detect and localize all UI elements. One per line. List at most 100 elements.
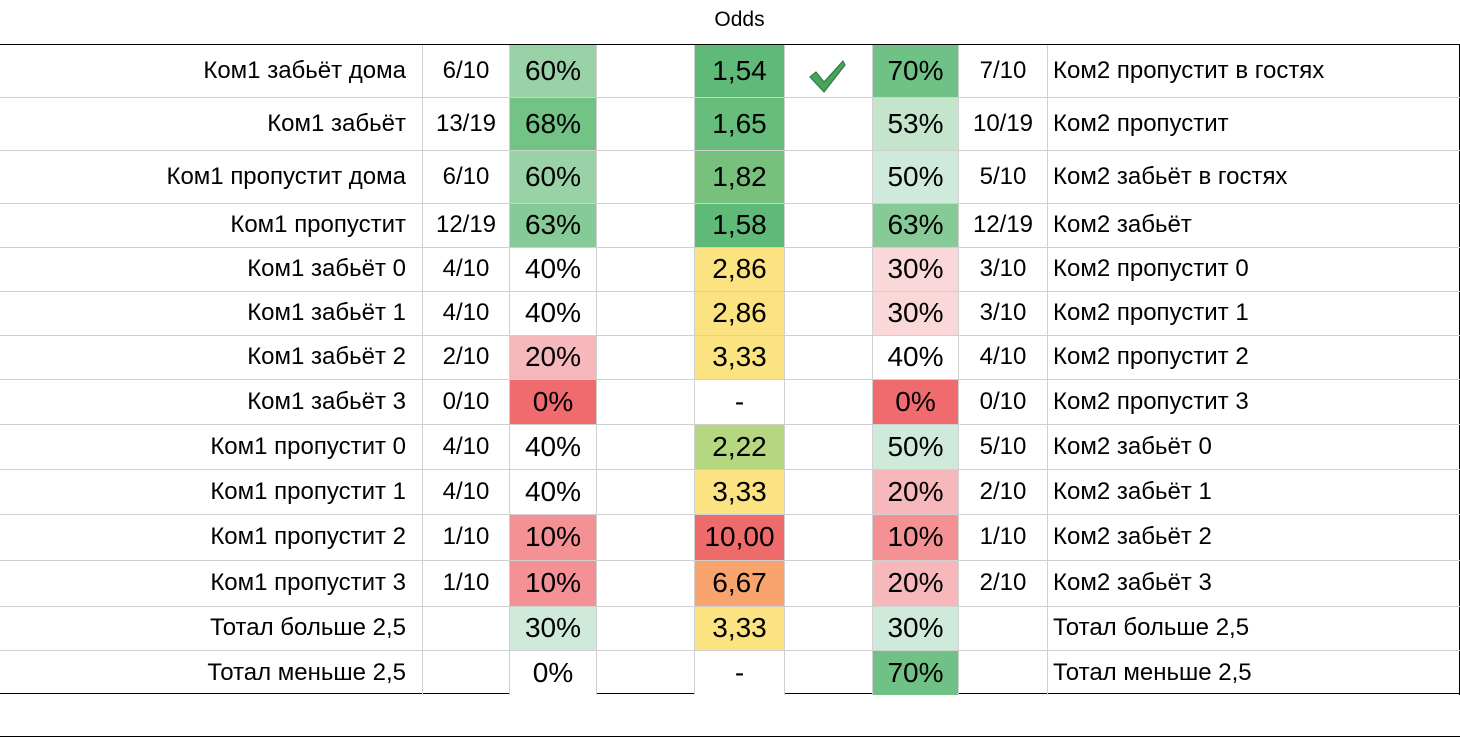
odds-value: 1,65 (694, 97, 785, 150)
row-divider (0, 379, 1460, 380)
team1-percentage: 60% (509, 45, 597, 97)
table-row: Ком1 забьёт дома 6/10 60% 1,54 70% 7/10 Ком2 п… (0, 45, 1460, 97)
team1-percentage: 63% (509, 203, 597, 247)
odds-value: 2,22 (694, 424, 785, 469)
team2-market-label: Ком2 забьёт (1047, 203, 1460, 247)
team1-percentage: 60% (509, 150, 597, 203)
team1-fraction: 1/10 (442, 569, 490, 596)
team1-market-label: Ком1 пропустит 2 (0, 514, 423, 560)
team1-market-label: Тотал меньше 2,5 (0, 650, 423, 695)
team2-market-label: Ком2 пропустит 3 (1047, 379, 1460, 424)
team2-percentage: 20% (872, 469, 959, 514)
team2-percentage: 20% (872, 560, 959, 606)
team2-fraction: 3/10 (979, 299, 1027, 326)
team1-market-label: Ком1 пропустит дома (0, 150, 423, 203)
team2-fraction: 12/19 (972, 211, 1034, 238)
sheet-divider (0, 736, 1460, 737)
team2-market-label: Ком2 пропустит (1047, 97, 1460, 150)
checkmark-icon (809, 60, 846, 93)
odds-value: 1,82 (694, 150, 785, 203)
odds-value: 3,33 (694, 606, 785, 650)
team1-fraction (423, 650, 509, 695)
odds-value: 2,86 (694, 291, 785, 335)
team2-percentage: 30% (872, 247, 959, 291)
row-divider (0, 203, 1460, 204)
odds-value: 1,58 (694, 203, 785, 247)
odds-value: 3,33 (694, 335, 785, 379)
team2-fraction (959, 650, 1047, 695)
team1-fraction: 4/10 (442, 477, 490, 505)
team1-market-label: Тотал больше 2,5 (0, 606, 423, 650)
team1-percentage: 10% (509, 514, 597, 560)
team1-market-label: Ком1 забьёт дома (0, 45, 423, 97)
team2-fraction: 2/10 (979, 569, 1027, 596)
team2-market-label: Ком2 забьёт 1 (1047, 469, 1460, 514)
team1-percentage: 40% (509, 424, 597, 469)
team2-fraction: 10/19 (972, 109, 1034, 137)
team1-market-label: Ком1 забьёт 3 (0, 379, 423, 424)
team1-percentage: 0% (509, 379, 597, 424)
row-divider (0, 335, 1460, 336)
team1-fraction: 4/10 (442, 432, 490, 460)
table-row: Ком1 пропустит дома 6/10 60% 1,82 50% 5/10 Ком… (0, 150, 1460, 203)
team2-market-label: Ком2 забьёт 0 (1047, 424, 1460, 469)
team2-percentage: 50% (872, 424, 959, 469)
team1-fraction: 6/10 (442, 162, 490, 190)
team1-fraction: 4/10 (442, 299, 490, 326)
team2-market-label: Ком2 забьёт 3 (1047, 560, 1460, 606)
team1-market-label: Ком1 забьёт 1 (0, 291, 423, 335)
team1-fraction: 4/10 (442, 255, 490, 282)
team2-fraction: 3/10 (979, 255, 1027, 282)
row-divider (0, 97, 1460, 98)
team2-fraction: 4/10 (979, 343, 1027, 370)
team2-percentage: 0% (872, 379, 959, 424)
team2-fraction: 5/10 (979, 432, 1027, 460)
odds-value: 3,33 (694, 469, 785, 514)
team2-fraction: 0/10 (979, 387, 1027, 415)
table-row: Ком1 забьёт 3 0/10 0% - 0% 0/10 Ком2 пропустит… (0, 379, 1460, 424)
team2-fraction: 5/10 (979, 162, 1027, 190)
team2-market-label: Тотал меньше 2,5 (1047, 650, 1460, 695)
team2-market-label: Тотал больше 2,5 (1047, 606, 1460, 650)
odds-value: 1,54 (694, 45, 785, 97)
team1-percentage: 30% (509, 606, 597, 650)
row-divider (0, 291, 1460, 292)
team1-market-label: Ком1 пропустит (0, 203, 423, 247)
team1-percentage: 0% (509, 650, 597, 695)
team2-percentage: 40% (872, 335, 959, 379)
team2-percentage: 63% (872, 203, 959, 247)
row-divider (0, 514, 1460, 515)
team1-percentage: 68% (509, 97, 597, 150)
odds-value: 6,67 (694, 560, 785, 606)
team2-percentage: 10% (872, 514, 959, 560)
table-row: Ком1 пропустит 1 4/10 40% 3,33 20% 2/10 Ком2 з… (0, 469, 1460, 514)
team1-fraction: 13/19 (435, 109, 497, 137)
team2-percentage: 53% (872, 97, 959, 150)
table-row: Ком1 пропустит 3 1/10 10% 6,67 20% 2/10 Ком2 з… (0, 560, 1460, 606)
team2-fraction: 7/10 (979, 57, 1027, 84)
team2-fraction: 1/10 (979, 523, 1027, 550)
team2-percentage: 50% (872, 150, 959, 203)
team2-market-label: Ком2 пропустит 2 (1047, 335, 1460, 379)
odds-value: 2,86 (694, 247, 785, 291)
team1-market-label: Ком1 забьёт 2 (0, 335, 423, 379)
team2-percentage: 70% (872, 45, 959, 97)
team2-fraction (959, 606, 1047, 650)
team2-market-label: Ком2 пропустит в гостях (1047, 45, 1460, 97)
team1-percentage: 20% (509, 335, 597, 379)
team1-percentage: 10% (509, 560, 597, 606)
team2-market-label: Ком2 пропустит 0 (1047, 247, 1460, 291)
table-row: Ком1 забьёт 1 4/10 40% 2,86 30% 3/10 Ком2 проп… (0, 291, 1460, 335)
team1-fraction: 6/10 (442, 57, 490, 84)
odds-column-title: Odds (714, 8, 765, 31)
table-row: Тотал меньше 2,5 0% - 70% Тотал меньше 2,5 (0, 650, 1460, 695)
team1-fraction: 1/10 (442, 523, 490, 550)
row-divider (0, 606, 1460, 607)
row-divider (0, 150, 1460, 151)
team2-percentage: 70% (872, 650, 959, 695)
table-row: Ком1 забьёт 2 2/10 20% 3,33 40% 4/10 Ком2 проп… (0, 335, 1460, 379)
team2-percentage: 30% (872, 291, 959, 335)
odds-table: Ком1 забьёт дома 6/10 60% 1,54 70% 7/10 Ком2 п… (0, 44, 1460, 695)
team1-market-label: Ком1 пропустит 1 (0, 469, 423, 514)
team2-percentage: 30% (872, 606, 959, 650)
